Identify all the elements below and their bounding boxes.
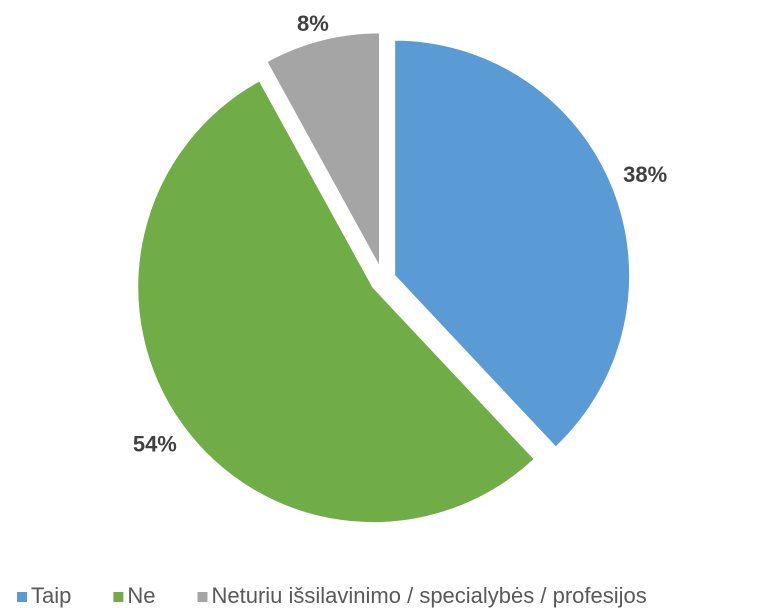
legend-label: Neturiu išsilavinimo / specialybės / pro… bbox=[211, 583, 646, 608]
pie-slice bbox=[393, 38, 632, 450]
legend-label: Ne bbox=[127, 583, 155, 608]
legend-label: Taip bbox=[31, 583, 71, 608]
data-label: 8% bbox=[297, 11, 329, 36]
legend-swatch bbox=[197, 592, 208, 602]
data-label: 38% bbox=[623, 162, 667, 187]
data-label: 54% bbox=[133, 432, 177, 457]
legend-swatch bbox=[113, 592, 124, 602]
pie-slice bbox=[136, 78, 537, 525]
pie-slice bbox=[264, 31, 382, 269]
legend-swatch bbox=[17, 592, 27, 602]
